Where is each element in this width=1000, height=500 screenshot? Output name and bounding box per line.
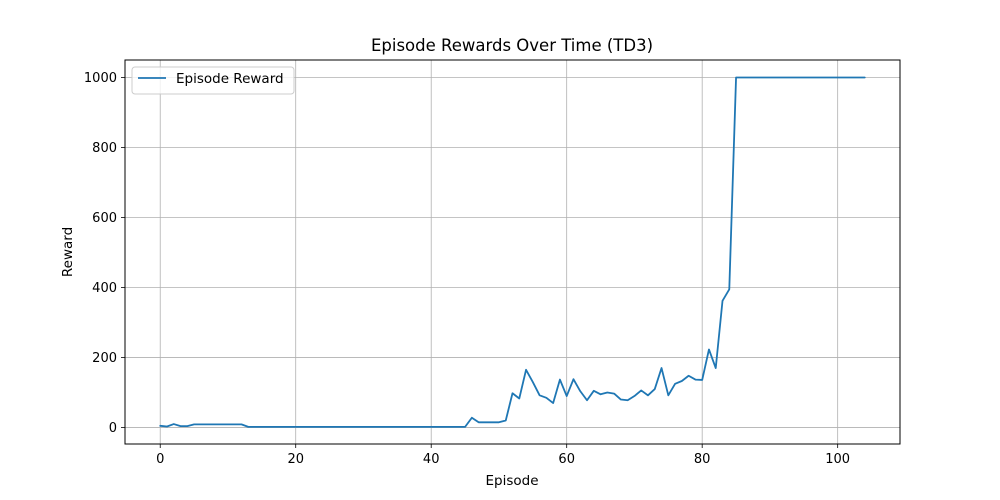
chart-title: Episode Rewards Over Time (TD3) <box>371 36 653 55</box>
grid <box>125 60 900 444</box>
y-axis-title: Reward <box>60 227 76 277</box>
x-tick-label: 40 <box>423 452 440 467</box>
legend-box <box>131 66 295 95</box>
y-tick-label: 0 <box>109 421 117 436</box>
series-line-episode-reward <box>159 76 866 428</box>
x-axis-title: Episode <box>485 473 538 489</box>
y-tick-label: 800 <box>92 141 117 156</box>
plot-frame <box>124 59 901 445</box>
legend-label: Episode Reward <box>176 71 284 87</box>
y-tick-label: 1000 <box>84 71 117 86</box>
y-tick-label: 600 <box>92 211 117 226</box>
x-tick-label: 0 <box>156 452 164 467</box>
x-tick-label: 60 <box>558 452 575 467</box>
series-layer <box>159 76 866 428</box>
x-tick-label: 20 <box>287 452 304 467</box>
x-tick-label: 100 <box>825 452 850 467</box>
y-tick-label: 400 <box>92 281 117 296</box>
y-tick-label: 200 <box>92 351 117 366</box>
legend: Episode Reward <box>131 66 295 95</box>
x-tick-label: 80 <box>694 452 711 467</box>
